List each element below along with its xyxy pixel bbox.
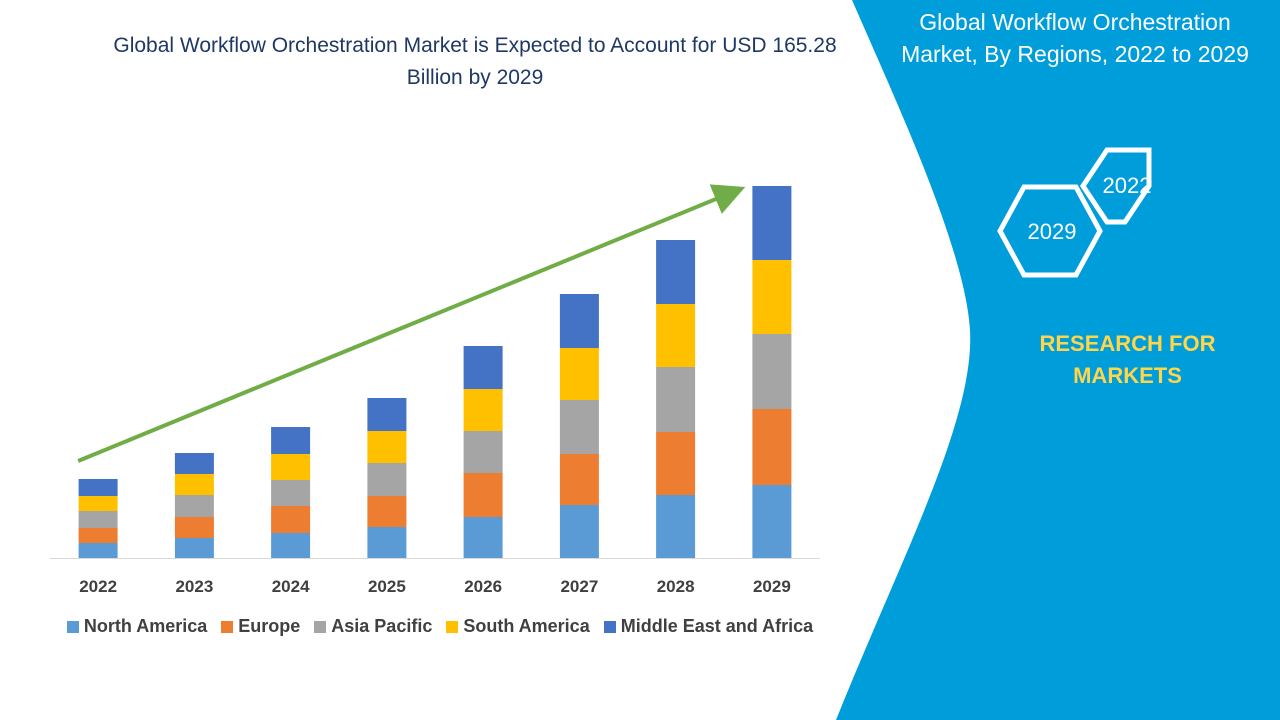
- bar-segment-2028-middle-east-and-africa: [656, 240, 696, 304]
- x-tick-label: 2025: [368, 577, 406, 596]
- bar-segment-2023-middle-east-and-africa: [174, 453, 214, 474]
- bar-segment-2026-middle-east-and-africa: [463, 346, 503, 389]
- chart-title: Global Workflow Orchestration Market is …: [113, 34, 837, 89]
- legend-item: Europe: [221, 616, 300, 637]
- bar-segment-2029-asia-pacific: [752, 334, 792, 409]
- legend-swatch: [221, 620, 234, 633]
- legend-swatch: [66, 620, 79, 633]
- bar-segment-2027-middle-east-and-africa: [559, 294, 599, 348]
- chart-legend: North America Europe Asia Pacific South Ame…: [50, 616, 830, 637]
- bar-segment-2022-north-america: [78, 543, 118, 558]
- bar-segment-2026-south-america: [463, 389, 503, 431]
- hex-2022-icon: [1079, 147, 1152, 225]
- bar-segment-2025-europe: [367, 496, 407, 527]
- bar-segment-2028-asia-pacific: [656, 367, 696, 432]
- bar-segment-2022-south-america: [78, 496, 118, 511]
- x-tick-label: 2024: [272, 577, 310, 596]
- bar-segment-2026-asia-pacific: [463, 431, 503, 473]
- bar-segment-2028-north-america: [656, 495, 696, 558]
- bar-segment-2027-south-america: [559, 348, 599, 400]
- legend-swatch: [314, 620, 327, 633]
- legend-item: Asia Pacific: [314, 616, 432, 637]
- bar-segment-2023-europe: [174, 517, 214, 538]
- brand-label: RESEARCH FOR MARKETS: [1039, 331, 1216, 388]
- bar-segment-2023-asia-pacific: [174, 495, 214, 517]
- bar-segment-2025-middle-east-and-africa: [367, 398, 407, 431]
- legend-swatch: [446, 620, 459, 633]
- hex-2029-icon: [997, 184, 1103, 278]
- bar-segment-2025-south-america: [367, 431, 407, 463]
- bar-segment-2029-middle-east-and-africa: [752, 186, 792, 260]
- legend-label: Europe: [238, 616, 301, 636]
- legend-label: North America: [83, 616, 208, 636]
- bar-segment-2027-europe: [559, 454, 599, 505]
- bar-segment-2029-europe: [752, 409, 792, 485]
- x-tick-label: 2022: [79, 577, 117, 596]
- legend-swatch: [603, 620, 616, 633]
- x-tick-label: 2023: [175, 577, 213, 596]
- bar-segment-2027-asia-pacific: [559, 400, 599, 454]
- bar-segment-2029-north-america: [752, 485, 792, 558]
- hex-2022-label: 2022: [1102, 173, 1152, 198]
- legend-label: Asia Pacific: [331, 616, 433, 636]
- side-panel-title: Global Workflow Orchestration Market, By…: [901, 9, 1249, 67]
- bar-segment-2022-asia-pacific: [78, 511, 118, 528]
- bar-segment-2024-asia-pacific: [271, 480, 311, 506]
- bar-segment-2028-south-america: [656, 304, 696, 367]
- bar-segment-2023-north-america: [174, 538, 214, 558]
- x-tick-label: 2028: [657, 577, 695, 596]
- legend-item: Middle East and Africa: [603, 616, 814, 637]
- bar-segment-2025-north-america: [367, 527, 407, 558]
- x-tick-label: 2029: [753, 577, 791, 596]
- legend-item: South America: [446, 616, 590, 637]
- x-tick-label: 2027: [560, 577, 598, 596]
- bar-segment-2026-north-america: [463, 517, 503, 558]
- bar-segment-2026-europe: [463, 473, 503, 517]
- bar-segment-2022-europe: [78, 528, 118, 543]
- bar-segment-2023-south-america: [174, 474, 214, 495]
- trend-arrow: [77, 184, 746, 463]
- side-panel-shape: [836, 0, 1280, 720]
- hex-2029-label: 2029: [1027, 219, 1077, 244]
- legend-item: North America: [66, 616, 208, 637]
- bar-segment-2027-north-america: [559, 505, 599, 558]
- legend-label: Middle East and Africa: [620, 616, 814, 636]
- bar-segment-2024-europe: [271, 506, 311, 533]
- bar-segment-2029-south-america: [752, 260, 792, 334]
- bar-segment-2024-middle-east-and-africa: [271, 427, 311, 454]
- bar-segment-2024-south-america: [271, 454, 311, 480]
- x-tick-label: 2026: [464, 577, 502, 596]
- bar-segment-2024-north-america: [271, 533, 311, 558]
- bar-segment-2022-middle-east-and-africa: [78, 479, 118, 496]
- bar-segment-2028-europe: [656, 432, 696, 495]
- bar-segment-2025-asia-pacific: [367, 463, 407, 496]
- legend-label: South America: [463, 616, 590, 636]
